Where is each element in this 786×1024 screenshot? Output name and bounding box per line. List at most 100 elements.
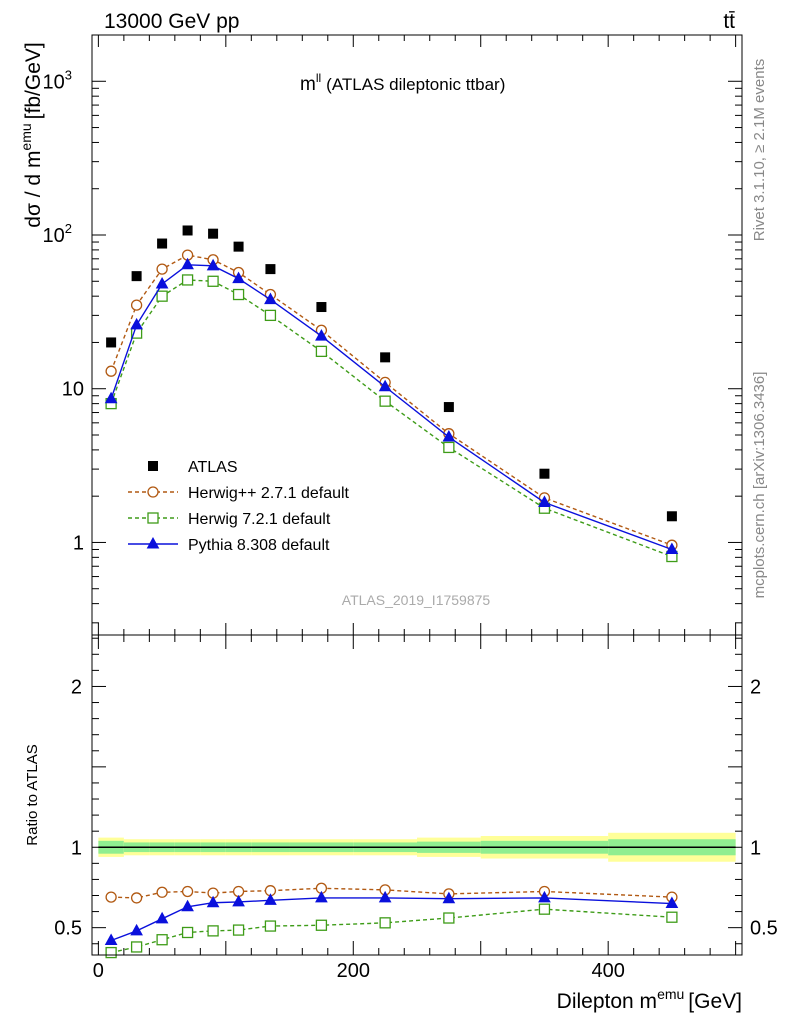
series-marker	[315, 345, 328, 358]
series-marker	[665, 542, 679, 554]
series-marker	[315, 329, 328, 341]
data-point	[539, 468, 550, 479]
collision-label: 13000 GeV pp	[104, 10, 239, 33]
ratio-series-marker	[232, 894, 245, 907]
legend-label: Pythia 8.308 default	[188, 537, 330, 554]
series-marker	[443, 441, 455, 454]
ratio-series-marker	[181, 926, 194, 939]
ratio-y-tick-label: 1	[750, 837, 761, 859]
data-point	[666, 511, 677, 522]
ratio-y-axis-label: Ratio to ATLAS	[24, 744, 41, 845]
data-point	[182, 225, 193, 236]
ratio-series-line	[110, 908, 672, 954]
ratio-series-marker	[156, 886, 168, 898]
rivet-label: Rivet 3.1.10, ≥ 2.1M events	[751, 59, 768, 242]
series-marker	[442, 429, 456, 442]
ratio-series-marker	[264, 920, 277, 932]
ratio-panel: 0 200 400 0.5 0.5 1 1 2 2 Ratio to ATLAS	[24, 634, 778, 982]
x-tick-label: 400	[591, 960, 624, 982]
legend-marker	[146, 536, 160, 549]
legend-marker	[147, 486, 159, 498]
series-marker	[130, 317, 143, 330]
ratio-series-marker	[666, 911, 678, 923]
data-point	[106, 337, 117, 348]
series-marker	[130, 299, 143, 311]
data-point	[208, 228, 219, 239]
series-marker	[264, 292, 277, 305]
ratio-y-tick-label: 1	[71, 837, 82, 859]
ratio-frame	[91, 634, 743, 956]
ratio-series-marker	[442, 891, 456, 904]
process-label: tt̄	[723, 10, 735, 33]
series-marker	[105, 365, 117, 377]
ratio-y-tick-label: 0.5	[750, 918, 778, 940]
ratio-series-marker	[665, 896, 679, 909]
series-line	[110, 279, 673, 558]
series-line	[110, 254, 673, 546]
series-marker	[104, 391, 118, 404]
ratio-series-marker	[130, 941, 143, 953]
series-marker	[156, 263, 168, 275]
ratio-series-marker	[315, 919, 328, 931]
mcplots-label: mcplots.cern.ch [arXiv:1306.3436]	[751, 372, 768, 599]
series-line	[110, 264, 673, 551]
y-tick-label: 1	[73, 532, 84, 554]
x-axis-label: Dilepton memu [GeV]	[557, 986, 742, 1013]
ratio-series-marker	[538, 903, 551, 915]
series-marker	[181, 274, 194, 286]
ratio-series-marker	[181, 885, 194, 898]
series-marker	[232, 288, 245, 301]
ratio-series-marker	[232, 924, 245, 936]
ratio-series-marker	[264, 893, 277, 905]
x-tick-label: 200	[337, 960, 370, 982]
data-point	[380, 352, 391, 363]
series-marker	[538, 495, 551, 507]
data-point	[443, 402, 454, 413]
series-marker	[378, 379, 392, 392]
ratio-series-marker	[538, 890, 551, 903]
data-point	[265, 264, 276, 275]
legend-marker	[147, 512, 159, 524]
ratio-y-tick-label: 0.5	[54, 918, 82, 940]
ratio-series-marker	[378, 890, 392, 903]
y-axis-label: dσ / d memu[fb/GeV]	[18, 42, 45, 227]
series-marker	[181, 257, 194, 270]
ratio-series-marker	[379, 917, 391, 929]
ratio-series-marker	[206, 895, 220, 908]
legend: ATLAS Herwig++ 2.7.1 default Herwig 7.2.1 …	[128, 459, 350, 554]
y-tick-label: 103	[43, 67, 72, 93]
ratio-y-tick-label: 2	[750, 676, 761, 698]
legend-label: Herwig++ 2.7.1 default	[188, 485, 350, 502]
series-marker	[232, 271, 245, 284]
series-marker	[155, 276, 169, 289]
x-tick-label: 0	[93, 960, 104, 982]
ratio-series-marker	[104, 933, 118, 946]
data-point	[233, 241, 244, 252]
ratio-series-line	[111, 887, 672, 899]
ratio-series-marker	[207, 925, 219, 937]
ratio-series-marker	[105, 891, 117, 903]
series-marker	[264, 309, 277, 322]
data-point	[316, 302, 327, 313]
ratio-series-marker	[181, 899, 194, 912]
legend-label: Herwig 7.2.1 default	[188, 511, 331, 528]
ratio-series-marker	[315, 890, 328, 903]
ratio-y-tick-label: 2	[71, 676, 82, 698]
ratio-series-marker	[130, 892, 143, 904]
ratio-series-line	[110, 897, 672, 942]
ratio-series-marker	[156, 934, 168, 946]
ratio-series-marker	[443, 912, 455, 924]
legend-marker	[148, 461, 158, 471]
y-tick-label: 102	[43, 221, 72, 247]
ratio-series-marker	[130, 923, 143, 936]
ratio-series-marker	[155, 911, 169, 924]
data-point	[131, 271, 142, 282]
series-marker	[207, 275, 219, 287]
main-panel: 1 10 102 103 mll (ATLAS dileptonic ttbar) AT…	[18, 34, 743, 636]
plot-title: mll (ATLAS dileptonic ttbar)	[300, 71, 505, 95]
analysis-watermark: ATLAS_2019_I1759875	[342, 592, 491, 608]
series-marker	[379, 395, 391, 407]
series-marker	[156, 290, 168, 302]
series-marker	[206, 258, 220, 271]
